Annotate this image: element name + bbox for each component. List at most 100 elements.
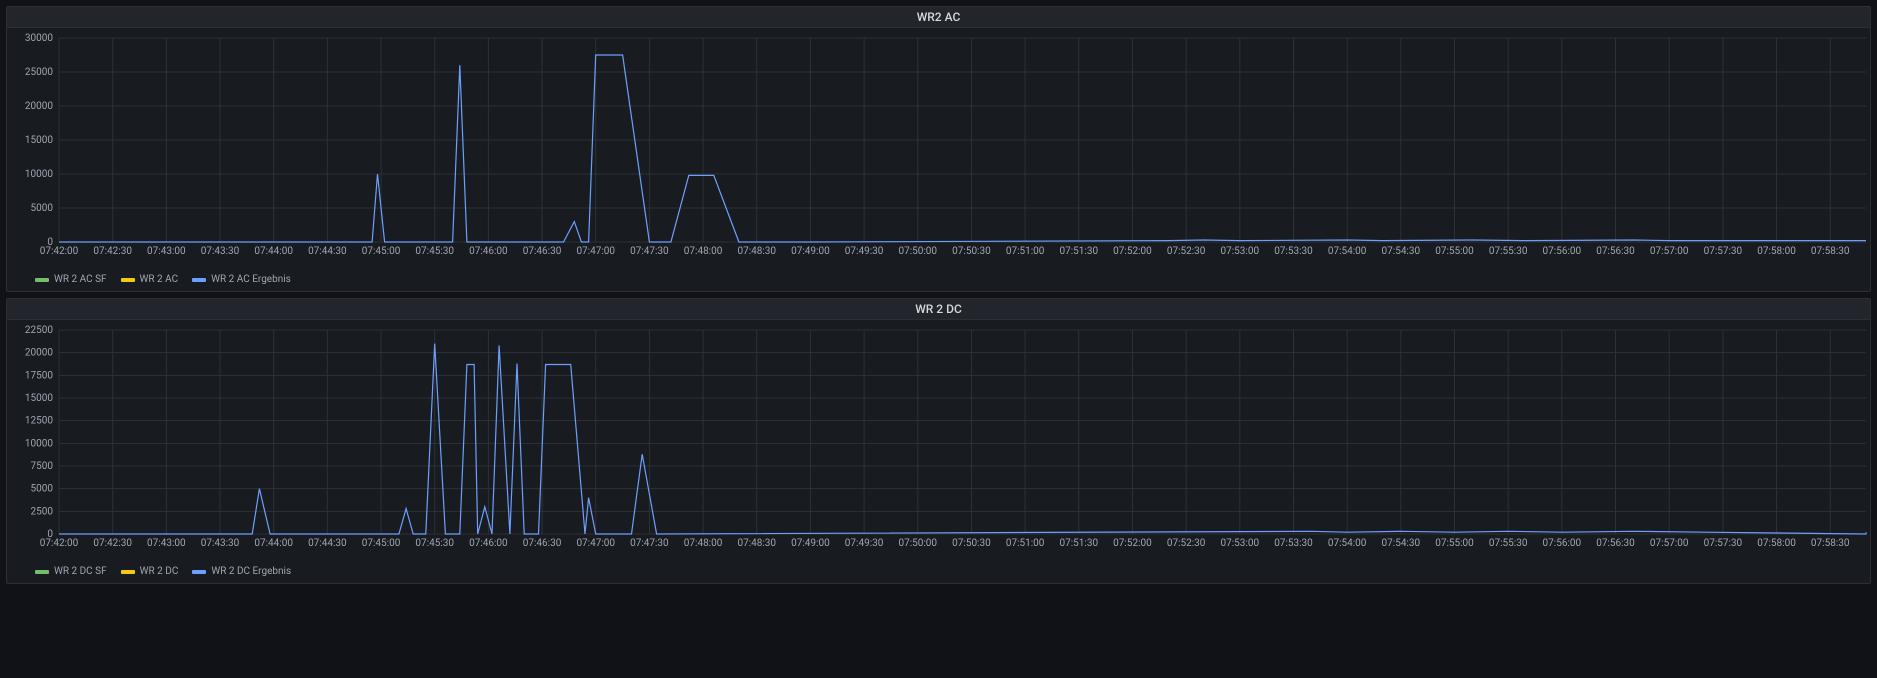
- x-tick-label: 07:56:30: [1596, 246, 1635, 257]
- x-tick-label: 07:45:30: [415, 538, 454, 549]
- y-tick-label: 22500: [25, 325, 53, 336]
- x-tick-label: 07:57:00: [1650, 538, 1689, 549]
- x-tick-label: 07:56:00: [1543, 538, 1582, 549]
- x-tick-label: 07:43:30: [201, 246, 240, 257]
- x-tick-label: 07:42:00: [40, 538, 79, 549]
- legend-item[interactable]: WR 2 DC Ergebnis: [192, 566, 291, 577]
- x-tick-label: 07:52:00: [1113, 246, 1152, 257]
- x-tick-label: 07:47:00: [576, 246, 615, 257]
- x-tick-label: 07:51:00: [1006, 246, 1045, 257]
- x-tick-label: 07:50:00: [898, 538, 937, 549]
- x-tick-label: 07:55:30: [1489, 538, 1528, 549]
- chart-panel-dc: WR 2 DC025005000750010000125001500017500…: [6, 298, 1871, 584]
- x-tick-label: 07:56:30: [1596, 538, 1635, 549]
- x-tick-label: 07:45:00: [362, 246, 401, 257]
- panel-body: 0250050007500100001250015000175002000022…: [7, 320, 1870, 583]
- x-tick-label: 07:57:00: [1650, 246, 1689, 257]
- y-tick-label: 15000: [25, 393, 53, 404]
- x-tick-label: 07:53:00: [1221, 246, 1260, 257]
- x-tick-label: 07:50:30: [952, 538, 991, 549]
- legend-swatch: [192, 278, 206, 282]
- x-tick-label: 07:45:30: [415, 246, 454, 257]
- x-tick-label: 07:55:00: [1435, 246, 1474, 257]
- legend-swatch: [121, 570, 135, 574]
- y-tick-label: 25000: [25, 67, 53, 78]
- x-tick-label: 07:58:30: [1811, 246, 1850, 257]
- x-tick-label: 07:42:30: [93, 538, 132, 549]
- chart-svg[interactable]: 05000100001500020000250003000007:42:0007…: [15, 32, 1876, 272]
- y-tick-label: 30000: [25, 33, 53, 44]
- legend-item[interactable]: WR 2 DC: [121, 566, 179, 577]
- x-tick-label: 07:58:00: [1757, 246, 1796, 257]
- x-tick-label: 07:51:00: [1006, 538, 1045, 549]
- legend-item[interactable]: WR 2 AC Ergebnis: [192, 274, 291, 285]
- x-tick-label: 07:47:00: [576, 538, 615, 549]
- y-tick-label: 10000: [25, 438, 53, 449]
- x-tick-label: 07:48:30: [737, 538, 776, 549]
- x-tick-label: 07:57:30: [1704, 538, 1743, 549]
- y-tick-label: 20000: [25, 101, 53, 112]
- x-tick-label: 07:47:30: [630, 246, 669, 257]
- x-tick-label: 07:47:30: [630, 538, 669, 549]
- legend-item[interactable]: WR 2 AC SF: [35, 274, 107, 285]
- y-tick-label: 15000: [25, 135, 53, 146]
- legend-swatch: [121, 278, 135, 282]
- x-tick-label: 07:46:30: [523, 246, 562, 257]
- panel-title[interactable]: WR 2 DC: [7, 299, 1870, 320]
- chart-panel-ac: WR2 AC05000100001500020000250003000007:4…: [6, 6, 1871, 292]
- x-tick-label: 07:49:30: [845, 538, 884, 549]
- x-tick-label: 07:42:30: [93, 246, 132, 257]
- x-tick-label: 07:49:00: [791, 246, 830, 257]
- x-tick-label: 07:44:30: [308, 246, 347, 257]
- x-tick-label: 07:42:00: [40, 246, 79, 257]
- x-tick-label: 07:44:00: [254, 246, 293, 257]
- legend: WR 2 DC SF WR 2 DC WR 2 DC Ergebnis: [15, 564, 1862, 579]
- series-line[interactable]: [59, 344, 1866, 534]
- x-tick-label: 07:53:00: [1221, 538, 1260, 549]
- x-tick-label: 07:50:00: [898, 246, 937, 257]
- legend-swatch: [192, 570, 206, 574]
- legend-swatch: [35, 570, 49, 574]
- legend-item[interactable]: WR 2 AC: [121, 274, 179, 285]
- x-tick-label: 07:43:00: [147, 246, 186, 257]
- x-tick-label: 07:50:30: [952, 246, 991, 257]
- x-tick-label: 07:49:30: [845, 246, 884, 257]
- x-tick-label: 07:44:00: [254, 538, 293, 549]
- x-tick-label: 07:45:00: [362, 538, 401, 549]
- y-tick-label: 2500: [31, 506, 54, 517]
- x-tick-label: 07:53:30: [1274, 538, 1313, 549]
- x-tick-label: 07:52:00: [1113, 538, 1152, 549]
- x-tick-label: 07:54:00: [1328, 538, 1367, 549]
- x-tick-label: 07:46:00: [469, 246, 508, 257]
- panel-body: 05000100001500020000250003000007:42:0007…: [7, 28, 1870, 291]
- x-tick-label: 07:56:00: [1543, 246, 1582, 257]
- x-tick-label: 07:57:30: [1704, 246, 1743, 257]
- panel-title[interactable]: WR2 AC: [7, 7, 1870, 28]
- legend-label: WR 2 DC SF: [54, 566, 107, 577]
- legend-label: WR 2 DC Ergebnis: [211, 566, 291, 577]
- x-tick-label: 07:49:00: [791, 538, 830, 549]
- x-tick-label: 07:55:30: [1489, 246, 1528, 257]
- legend-label: WR 2 AC SF: [54, 274, 107, 285]
- x-tick-label: 07:58:30: [1811, 538, 1850, 549]
- chart-svg[interactable]: 0250050007500100001250015000175002000022…: [15, 324, 1876, 564]
- legend-label: WR 2 AC: [140, 274, 179, 285]
- y-tick-label: 10000: [25, 169, 53, 180]
- y-tick-label: 7500: [31, 461, 54, 472]
- legend: WR 2 AC SF WR 2 AC WR 2 AC Ergebnis: [15, 272, 1862, 287]
- x-tick-label: 07:54:30: [1382, 246, 1421, 257]
- x-tick-label: 07:43:00: [147, 538, 186, 549]
- x-tick-label: 07:48:00: [684, 538, 723, 549]
- x-tick-label: 07:55:00: [1435, 538, 1474, 549]
- x-tick-label: 07:48:30: [737, 246, 776, 257]
- y-tick-label: 12500: [25, 416, 53, 427]
- x-tick-label: 07:52:30: [1167, 538, 1206, 549]
- legend-label: WR 2 AC Ergebnis: [211, 274, 291, 285]
- y-tick-label: 17500: [25, 370, 53, 381]
- x-tick-label: 07:52:30: [1167, 246, 1206, 257]
- x-tick-label: 07:44:30: [308, 538, 347, 549]
- x-tick-label: 07:43:30: [201, 538, 240, 549]
- legend-item[interactable]: WR 2 DC SF: [35, 566, 107, 577]
- x-tick-label: 07:48:00: [684, 246, 723, 257]
- series-line[interactable]: [59, 55, 1866, 242]
